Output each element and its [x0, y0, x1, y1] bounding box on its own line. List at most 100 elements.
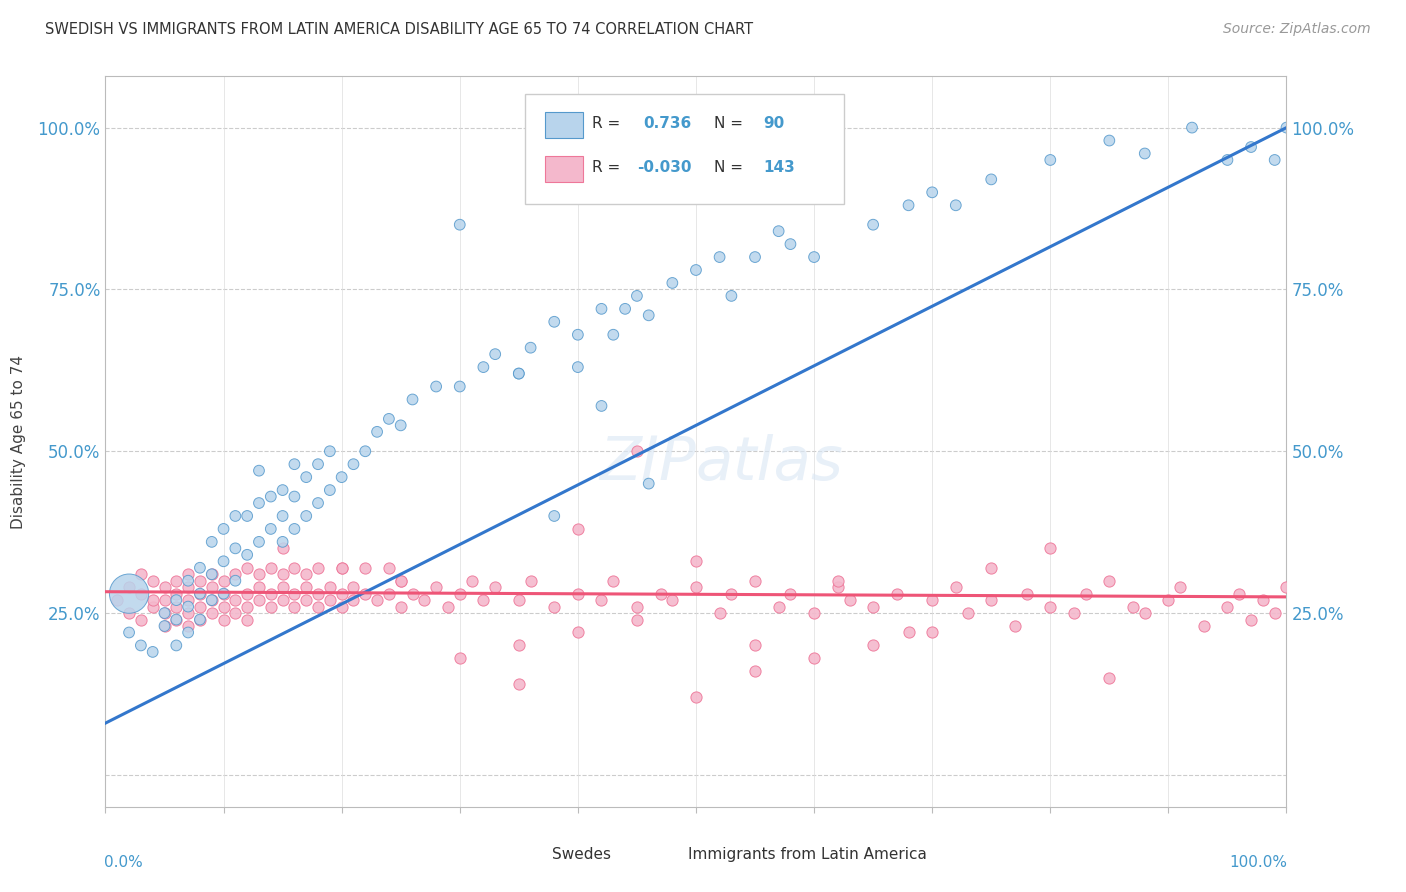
- Point: [838, 593, 860, 607]
- Point: [165, 613, 187, 627]
- Point: [472, 593, 495, 607]
- Point: [1216, 153, 1239, 167]
- Point: [626, 599, 648, 614]
- Text: 90: 90: [763, 116, 785, 131]
- Point: [188, 613, 211, 627]
- Text: Source: ZipAtlas.com: Source: ZipAtlas.com: [1223, 22, 1371, 37]
- Point: [1216, 599, 1239, 614]
- Point: [247, 496, 270, 510]
- Point: [661, 593, 683, 607]
- Point: [378, 561, 401, 575]
- Point: [330, 561, 353, 575]
- Point: [153, 593, 176, 607]
- Point: [177, 606, 200, 620]
- Point: [201, 534, 224, 549]
- Point: [1240, 613, 1263, 627]
- Point: [543, 599, 565, 614]
- FancyBboxPatch shape: [652, 845, 683, 863]
- Point: [460, 574, 482, 588]
- Point: [177, 599, 200, 614]
- Point: [165, 593, 187, 607]
- Point: [177, 567, 200, 582]
- Point: [945, 580, 967, 594]
- Point: [271, 541, 294, 556]
- Point: [283, 587, 305, 601]
- Point: [236, 613, 259, 627]
- Point: [567, 625, 589, 640]
- Point: [260, 599, 283, 614]
- Point: [224, 541, 246, 556]
- Point: [319, 444, 342, 458]
- Point: [744, 574, 766, 588]
- Point: [1039, 541, 1062, 556]
- Point: [142, 574, 165, 588]
- Point: [212, 587, 235, 601]
- Point: [1133, 146, 1156, 161]
- Point: [188, 574, 211, 588]
- Point: [236, 561, 259, 575]
- Point: [212, 599, 235, 614]
- Point: [980, 593, 1002, 607]
- Point: [118, 580, 141, 594]
- Point: [260, 561, 283, 575]
- Point: [118, 587, 141, 601]
- Point: [862, 599, 884, 614]
- Point: [567, 522, 589, 536]
- Point: [165, 599, 187, 614]
- Point: [295, 593, 318, 607]
- Point: [768, 224, 790, 238]
- Point: [921, 186, 943, 200]
- Point: [177, 593, 200, 607]
- Point: [142, 645, 165, 659]
- Point: [177, 580, 200, 594]
- Point: [283, 522, 305, 536]
- Point: [212, 574, 235, 588]
- Point: [1122, 599, 1144, 614]
- Point: [247, 464, 270, 478]
- Point: [637, 308, 659, 322]
- Point: [437, 599, 460, 614]
- Point: [271, 593, 294, 607]
- Point: [330, 599, 353, 614]
- Point: [271, 534, 294, 549]
- Text: ZIP: ZIP: [599, 434, 696, 493]
- Point: [614, 301, 637, 316]
- Point: [212, 522, 235, 536]
- Point: [212, 554, 235, 568]
- Point: [378, 587, 401, 601]
- Point: [260, 587, 283, 601]
- Point: [319, 580, 342, 594]
- Point: [389, 599, 412, 614]
- Point: [177, 619, 200, 633]
- Point: [1133, 606, 1156, 620]
- Point: [212, 587, 235, 601]
- Point: [319, 483, 342, 497]
- Point: [1015, 587, 1038, 601]
- Point: [1251, 593, 1274, 607]
- Point: [236, 508, 259, 523]
- Point: [1098, 134, 1121, 148]
- Point: [366, 425, 388, 439]
- Text: 0.0%: 0.0%: [104, 855, 143, 870]
- Point: [342, 580, 364, 594]
- Point: [224, 574, 246, 588]
- Point: [271, 580, 294, 594]
- Point: [354, 587, 377, 601]
- Point: [413, 593, 436, 607]
- Point: [626, 444, 648, 458]
- Point: [709, 606, 731, 620]
- Y-axis label: Disability Age 65 to 74: Disability Age 65 to 74: [11, 354, 27, 529]
- Point: [1227, 587, 1250, 601]
- Point: [1039, 153, 1062, 167]
- Text: 0.736: 0.736: [643, 116, 692, 131]
- Point: [105, 593, 128, 607]
- Point: [709, 250, 731, 264]
- Point: [508, 367, 530, 381]
- Point: [307, 496, 329, 510]
- Point: [425, 580, 447, 594]
- Point: [165, 639, 187, 653]
- Point: [956, 606, 979, 620]
- Point: [602, 574, 624, 588]
- Point: [827, 580, 849, 594]
- Point: [201, 593, 224, 607]
